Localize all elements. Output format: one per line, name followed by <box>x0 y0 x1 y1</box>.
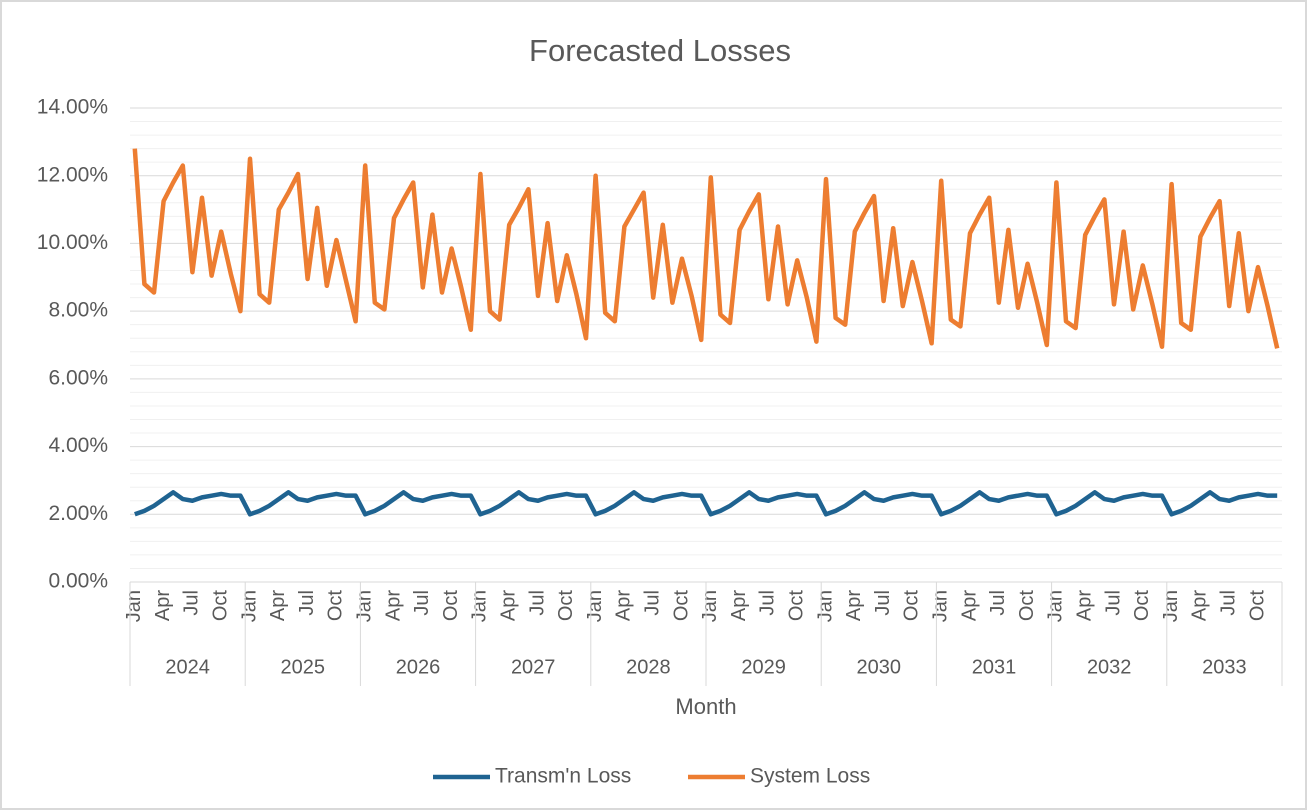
x-tick-label: Jul <box>411 590 433 616</box>
x-tick-label: Oct <box>325 590 347 622</box>
group-label: 2030 <box>857 656 902 678</box>
x-tick-label: Oct <box>785 590 807 622</box>
x-tick-label: Apr <box>728 590 750 621</box>
group-label: 2032 <box>1087 656 1132 678</box>
series-line <box>132 148 1280 349</box>
x-tick-label: Apr <box>497 590 519 621</box>
x-tick-label: Apr <box>613 590 635 621</box>
x-tick-label: Jul <box>641 590 663 616</box>
x-tick-label: Jan <box>699 590 721 622</box>
x-tick-label: Jan <box>123 590 145 622</box>
x-tick-label: Oct <box>209 590 231 622</box>
x-tick-label: Oct <box>1016 590 1038 622</box>
group-label: 2027 <box>511 656 556 678</box>
chart-title: Forecasted Losses <box>529 33 791 68</box>
y-tick-label: 6.00% <box>48 366 108 389</box>
x-tick-label: Jan <box>238 590 260 622</box>
x-tick-label: Jul <box>1217 590 1239 616</box>
x-tick-label: Apr <box>1189 590 1211 621</box>
x-tick-label: Jan <box>929 590 951 622</box>
y-tick-label: 12.00% <box>37 163 108 186</box>
x-tick-label: Jan <box>469 590 491 622</box>
x-tick-label: Jul <box>987 590 1009 616</box>
x-tick-label: Apr <box>382 590 404 621</box>
x-tick-label: Jul <box>526 590 548 616</box>
x-tick-label: Oct <box>670 590 692 622</box>
legend-label: Transm'n Loss <box>495 765 631 788</box>
group-label: 2026 <box>396 656 441 678</box>
y-tick-label: 4.00% <box>48 434 108 457</box>
x-tick-label: Jan <box>814 590 836 622</box>
y-tick-label: 14.00% <box>37 96 108 119</box>
x-tick-label: Apr <box>1073 590 1095 621</box>
x-tick-label: Apr <box>843 590 865 621</box>
x-axis-title: Month <box>675 694 736 719</box>
legend-label: System Loss <box>750 765 870 788</box>
group-label: 2033 <box>1202 656 1247 678</box>
y-tick-label: 0.00% <box>48 570 108 593</box>
x-tick-label: Oct <box>1131 590 1153 622</box>
y-tick-label: 8.00% <box>48 299 108 322</box>
x-tick-label: Apr <box>152 590 174 621</box>
y-tick-label: 10.00% <box>37 231 108 254</box>
x-tick-label: Jan <box>584 590 606 622</box>
x-tick-label: Oct <box>440 590 462 622</box>
group-label: 2025 <box>281 656 326 678</box>
group-label: 2031 <box>972 656 1017 678</box>
x-tick-label: Oct <box>901 590 923 622</box>
x-tick-label: Oct <box>555 590 577 622</box>
x-tick-label: Jan <box>353 590 375 622</box>
y-tick-label: 2.00% <box>48 502 108 525</box>
x-tick-label: Oct <box>1246 590 1268 622</box>
x-tick-label: Jan <box>1160 590 1182 622</box>
x-tick-label: Jul <box>181 590 203 616</box>
series-line <box>134 490 1278 517</box>
x-tick-label: Apr <box>958 590 980 621</box>
x-tick-label: Jan <box>1045 590 1067 622</box>
x-tick-label: Jul <box>872 590 894 616</box>
x-tick-label: Jul <box>1102 590 1124 616</box>
group-label: 2024 <box>165 656 210 678</box>
x-tick-label: Jul <box>296 590 318 616</box>
x-tick-label: Jul <box>757 590 779 616</box>
group-label: 2029 <box>741 656 786 678</box>
group-label: 2028 <box>626 656 671 678</box>
x-tick-label: Apr <box>267 590 289 621</box>
